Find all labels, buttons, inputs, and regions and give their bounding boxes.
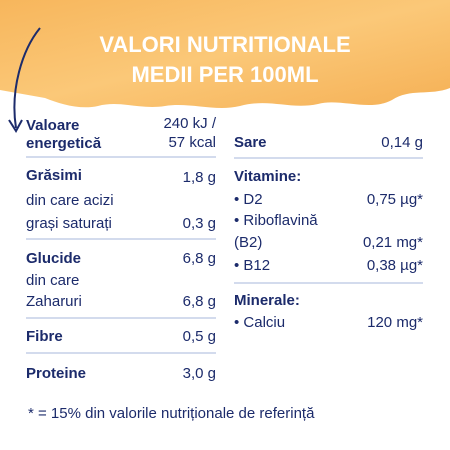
item-label: • Calciu [234,314,285,331]
row-label: Minerale: [234,292,300,309]
row-label: energetică [26,135,102,152]
row-label: Grăsimi [26,167,82,184]
row-sub-label: din care acizi [26,192,114,209]
row-value: 240 kJ / [163,115,216,132]
title-line: VALORI NUTRITIONALE [99,32,350,57]
row-label: Proteine [26,365,86,382]
row-value: 6,8 g [183,293,216,310]
item-value: 120 mg* [367,314,423,331]
row-label: Fibre [26,328,63,345]
row-value: 0,14 g [381,134,423,151]
row-sub-label: Zaharuri [26,293,82,310]
row-sub-label: din care [26,272,79,289]
row-value: 57 kcal [168,134,216,151]
item-label: • D2 [234,191,263,208]
item-label: • Riboflavină [234,212,318,229]
title-line: MEDII PER 100ML [131,62,318,87]
item-value: 0,38 µg* [367,257,423,274]
header-background [0,0,450,108]
row-label: Sare [234,134,267,151]
row-value: 6,8 g [183,250,216,267]
row-value: 3,0 g [183,365,216,382]
row-label: Glucide [26,250,81,267]
row-label: Vitamine: [234,168,301,185]
row-value: 1,8 g [183,169,216,186]
row-label: Valoare [26,117,79,134]
item-value: 0,75 µg* [367,191,423,208]
arrow [13,27,41,129]
item-label: • B12 [234,257,270,274]
arrow-head [8,119,23,133]
item-value: 0,21 mg* [363,234,423,251]
row-sub-label: grași saturați [26,215,112,232]
item-label: (B2) [234,234,262,251]
row-value: 0,3 g [183,215,216,232]
row-value: 0,5 g [183,328,216,345]
footnote: * = 15% din valorile nutriționale de ref… [28,405,315,422]
